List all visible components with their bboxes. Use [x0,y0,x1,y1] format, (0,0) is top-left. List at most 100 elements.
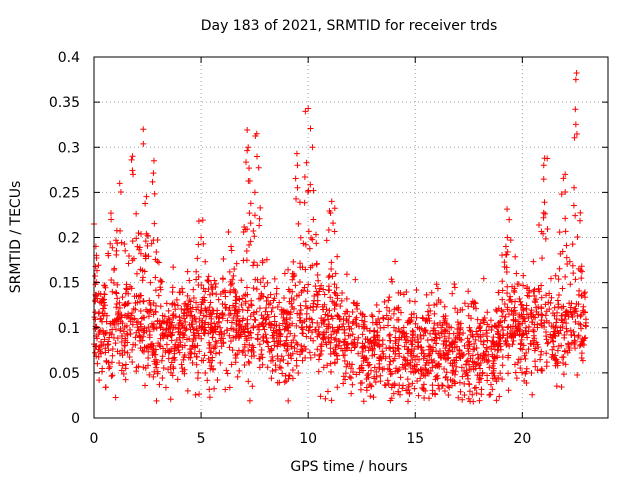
data-point [565,340,572,347]
data-point [456,353,463,360]
data-point [518,336,525,343]
data-point [176,334,183,341]
data-point [520,272,527,279]
data-point [305,187,312,194]
data-point [258,312,265,319]
data-point [546,290,553,297]
data-point [451,371,458,378]
data-point [303,159,310,166]
data-point [298,324,305,331]
data-point [529,319,536,326]
data-point [253,286,260,293]
data-point [566,300,573,307]
data-point [179,344,186,351]
data-point [405,383,412,390]
data-point [344,344,351,351]
data-point [198,357,205,364]
data-point [252,317,259,324]
data-point [418,325,425,332]
data-point [321,291,328,298]
data-point [257,204,264,211]
data-point [262,331,269,338]
data-point [151,190,158,197]
data-point [236,325,243,332]
data-point [431,301,438,308]
data-point [553,383,560,390]
data-point [569,262,576,269]
data-point [237,331,244,338]
data-point [541,324,548,331]
data-point [393,338,400,345]
data-point [413,287,420,294]
data-point [427,330,434,337]
data-point [561,347,568,354]
data-point [253,308,260,315]
data-point [208,281,215,288]
data-point [128,312,135,319]
data-point [386,294,393,301]
data-point [165,329,172,336]
data-point [511,332,518,339]
data-point [195,369,202,376]
data-point [542,210,549,217]
data-point [104,342,111,349]
data-point [163,320,170,327]
data-point [358,379,365,386]
data-point [417,335,424,342]
data-point [547,300,554,307]
data-point [429,387,436,394]
data-point [484,330,491,337]
data-point [552,323,559,330]
data-point [504,324,511,331]
data-point [467,398,474,405]
data-point [214,323,221,330]
data-point [487,391,494,398]
data-point [519,369,526,376]
data-point [195,241,202,248]
data-point [419,314,426,321]
data-point [316,285,323,292]
data-point [177,329,184,336]
data-point [503,264,510,271]
data-point [100,312,107,319]
data-point [528,370,535,377]
data-point [563,309,570,316]
data-point [540,162,547,169]
data-point [178,320,185,327]
data-point [444,351,451,358]
data-point [128,285,135,292]
data-point [391,382,398,389]
data-point [331,281,338,288]
data-point [168,332,175,339]
data-point [441,365,448,372]
data-point [572,318,579,325]
data-point [172,306,179,313]
data-point [375,315,382,322]
data-point [297,260,304,267]
data-point [342,376,349,383]
data-point [143,193,150,200]
data-point [353,322,360,329]
y-tick-label: 0.25 [49,185,80,201]
data-point [442,374,449,381]
data-point [563,254,570,261]
data-point [466,343,473,350]
data-point [497,346,504,353]
data-point [246,177,253,184]
data-point [129,358,136,365]
data-point [328,397,335,404]
data-point [281,294,288,301]
data-point [329,298,336,305]
data-point [204,377,211,384]
data-point [302,241,309,248]
data-point [134,299,141,306]
data-point [433,362,440,369]
data-point [402,337,409,344]
data-point [471,346,478,353]
data-point [144,242,151,249]
data-point [133,364,140,371]
data-point [290,273,297,280]
data-point [184,305,191,312]
data-point [424,337,431,344]
data-point [538,367,545,374]
